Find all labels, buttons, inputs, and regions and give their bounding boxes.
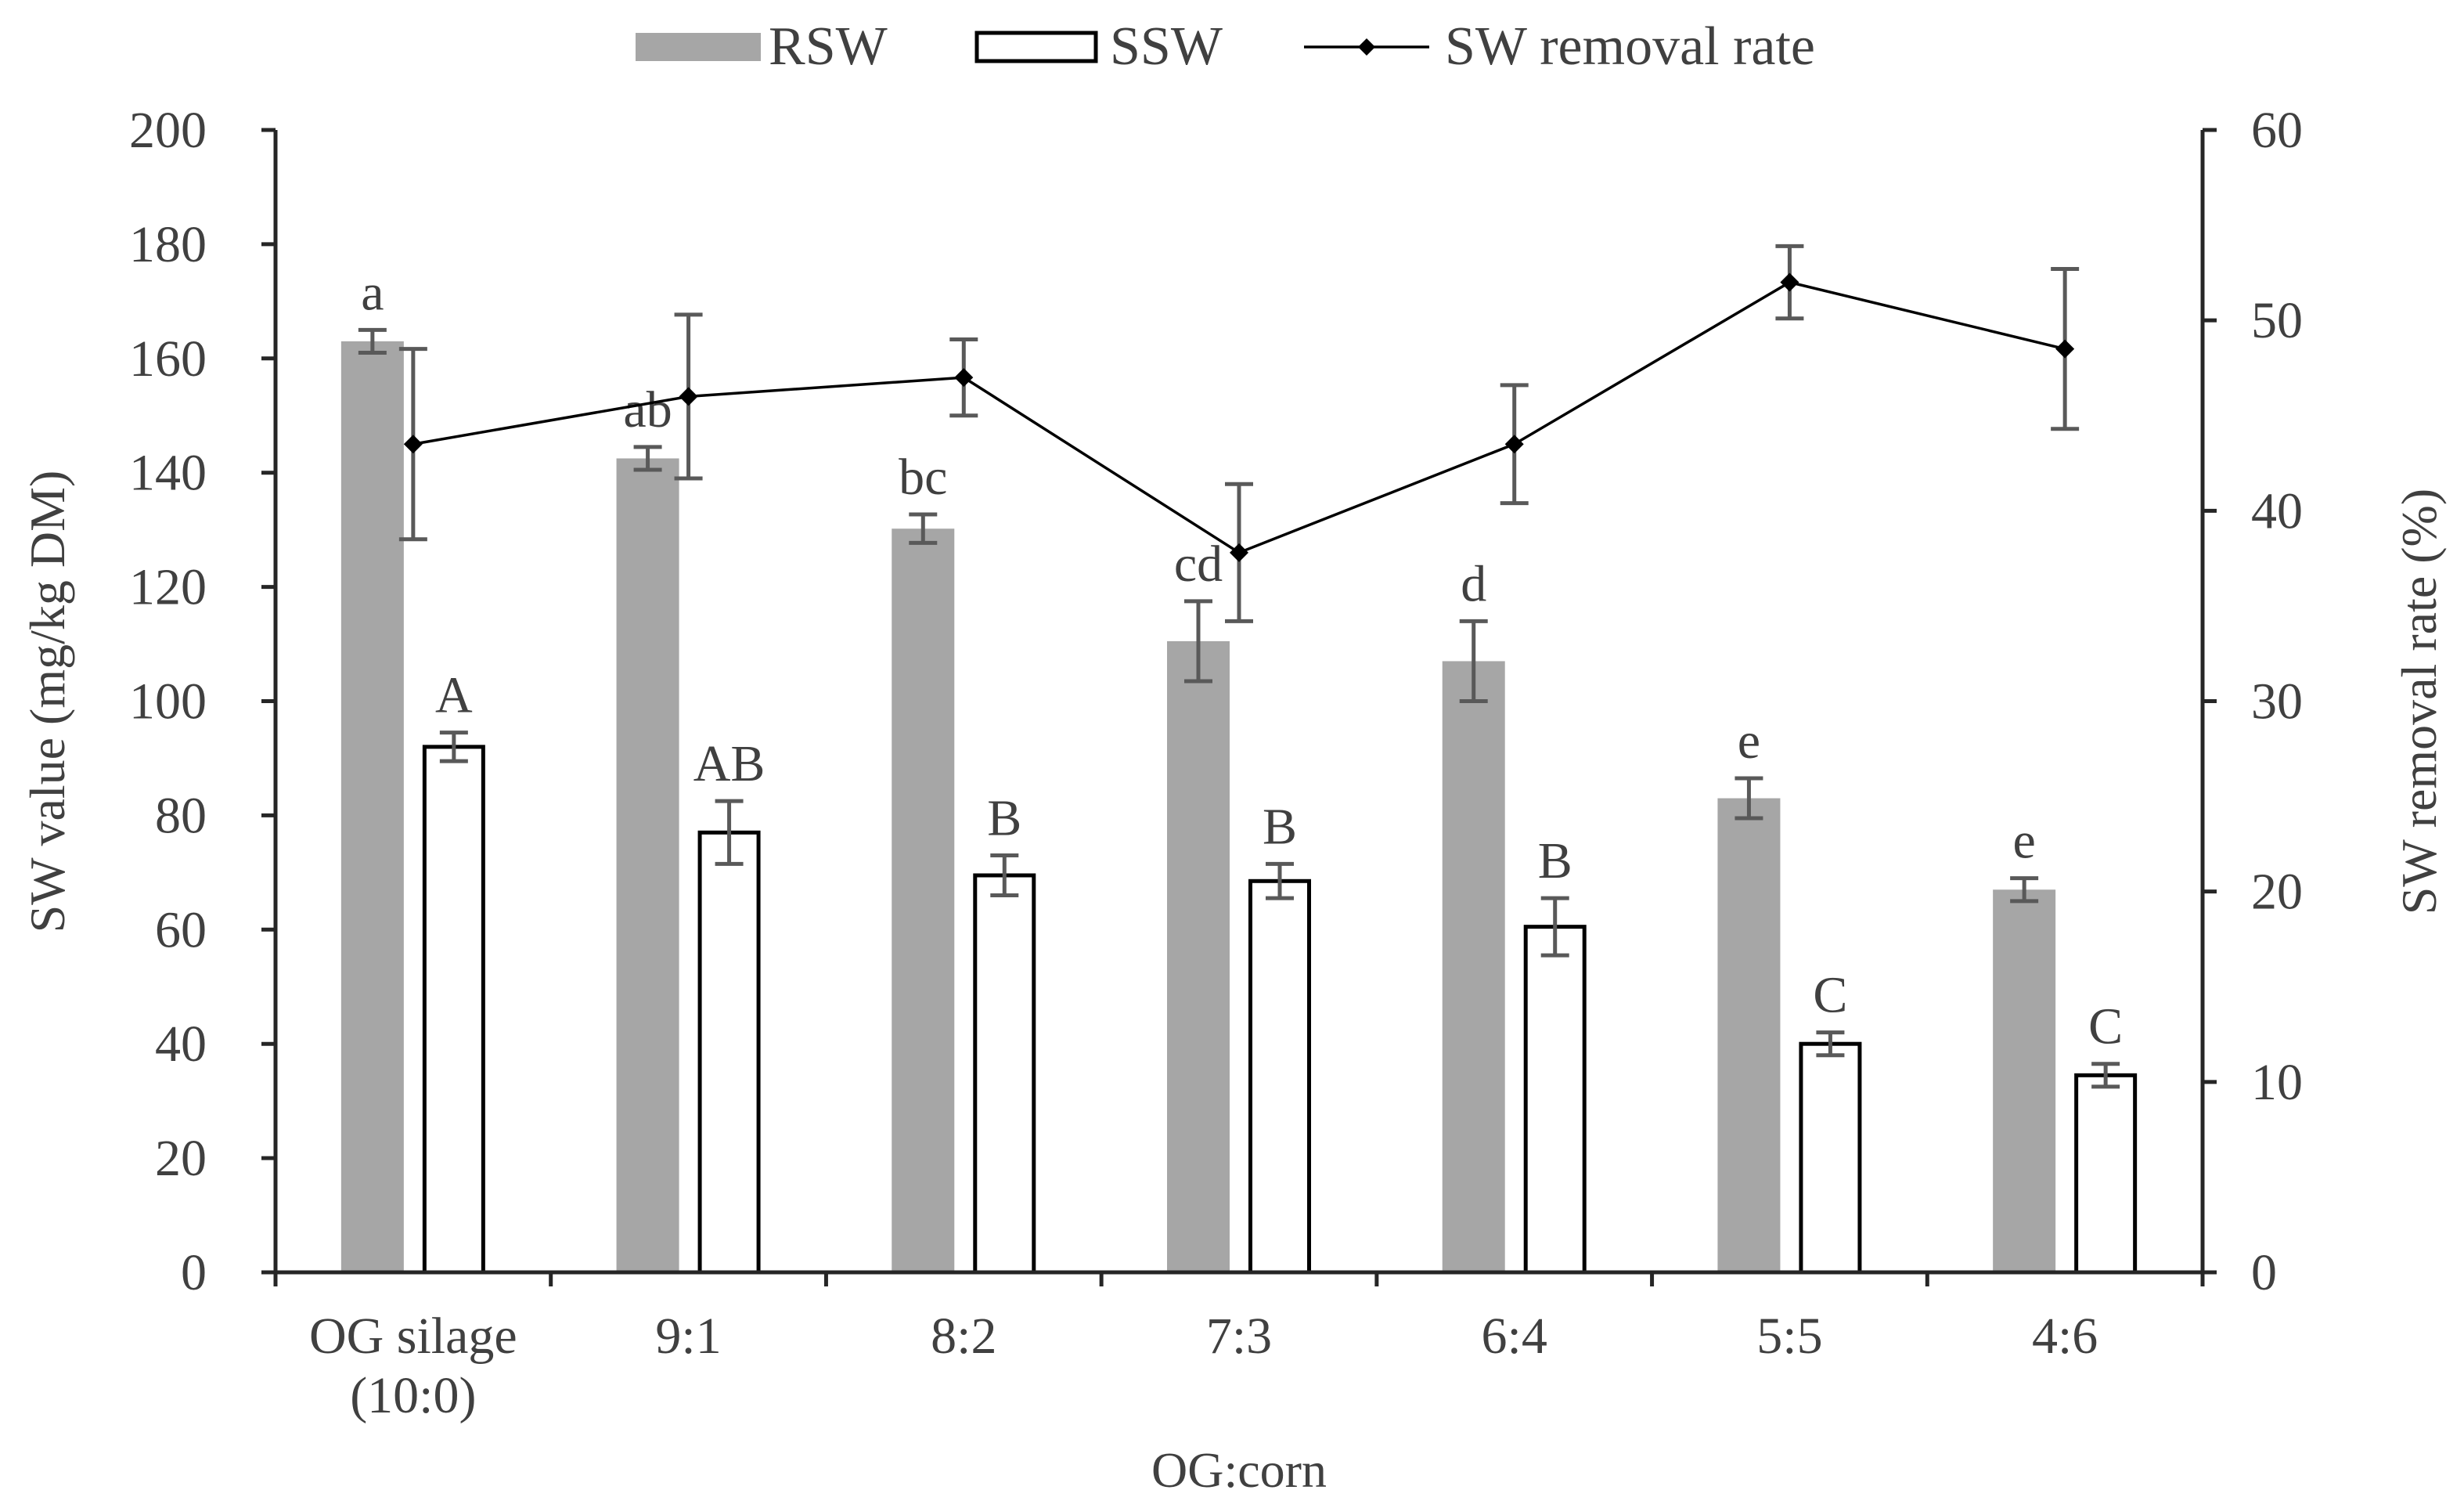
rate-point-6 [2055, 339, 2075, 359]
y-tick-label: 40 [155, 1016, 207, 1073]
y-tick-label: 180 [129, 216, 207, 273]
ssw-bar-6 [2074, 1073, 2138, 1275]
ssw-bar-2 [973, 873, 1036, 1275]
ssw-error-bar-1 [715, 799, 744, 866]
x-tick-label-line: 9:1 [655, 1308, 721, 1365]
ssw-error-bar-3 [1266, 861, 1294, 900]
x-tick-label-line: OG silage [309, 1308, 517, 1365]
rsw-letter-5: e [1738, 713, 1760, 770]
ssw-bar-3 [1248, 878, 1311, 1275]
rsw-error-bar-4 [1459, 619, 1488, 703]
y2-tick-label: 0 [2251, 1244, 2277, 1301]
rate-point-2 [954, 368, 974, 388]
x-tick-label-3: 7:3 [1206, 1308, 1272, 1365]
x-tick-label-line: 8:2 [931, 1308, 996, 1365]
y-tick-label: 140 [129, 445, 207, 502]
x-tick-label-line: 4:6 [2032, 1308, 2098, 1365]
rsw-bar-4 [1442, 661, 1505, 1272]
x-tick-label-1: 9:1 [655, 1308, 721, 1365]
ssw-bar-4 [1523, 925, 1587, 1275]
x-tick-label-line: (10:0) [350, 1367, 476, 1424]
ssw-letter-1: AB [693, 735, 765, 792]
rsw-error-bar-2 [909, 512, 938, 545]
legend-swatch-rsw [636, 33, 761, 61]
rsw-bar-3 [1167, 640, 1230, 1272]
y-axis-title: SW value (mg/kg DM) [20, 471, 75, 933]
bars-layer [340, 341, 2138, 1275]
ssw-letter-3: B [1263, 798, 1297, 855]
rsw-letter-0: a [361, 264, 384, 321]
rate-point-1 [679, 387, 698, 406]
ssw-error-bar-5 [1816, 1030, 1845, 1058]
legend: RSW SSW SW removal rate [636, 16, 1815, 77]
ssw-letter-5: C [1813, 967, 1847, 1024]
y2-tick-label: 40 [2251, 482, 2303, 539]
legend-label-rsw: RSW [769, 16, 888, 77]
ssw-bar-0 [422, 745, 485, 1275]
rate-point-3 [1230, 543, 1248, 562]
x-tick-label-5: 5:5 [1756, 1308, 1822, 1365]
x-tick-label-line: 7:3 [1206, 1308, 1272, 1365]
y-tick-label: 160 [129, 330, 207, 388]
rsw-bar-2 [892, 529, 955, 1272]
legend-label-ssw: SSW [1110, 16, 1223, 77]
x-tick-label-2: 8:2 [931, 1308, 996, 1365]
ssw-letter-6: C [2088, 998, 2123, 1055]
x-tick-label-line: 6:4 [1482, 1308, 1547, 1365]
rate-point-0 [403, 435, 423, 454]
ssw-letter-2: B [987, 789, 1021, 846]
rsw-bar-0 [340, 341, 404, 1272]
ssw-error-bar-2 [990, 853, 1019, 898]
x-tick-label-4: 6:4 [1482, 1308, 1547, 1365]
ssw-bar-5 [1799, 1041, 1862, 1275]
rsw-error-bar-5 [1735, 776, 1763, 821]
rsw-letter-3: cd [1174, 536, 1223, 593]
removal-rate-layer [398, 244, 2080, 623]
rsw-error-bar-3 [1184, 599, 1212, 684]
rsw-letter-2: bc [899, 449, 947, 506]
ticks-layer: OG silage (10:0) 9:1 8:2 7:3 6:4 5:5 4:6 0 20 40 60… [129, 102, 2303, 1424]
ssw-bar-1 [697, 830, 761, 1275]
rsw-letter-1: ab [623, 381, 672, 438]
rsw-error-bar-1 [633, 445, 662, 472]
ssw-error-bar-6 [2091, 1062, 2120, 1089]
rsw-error-bar-6 [2010, 876, 2039, 904]
y2-tick-label: 50 [2251, 292, 2303, 349]
rsw-bar-6 [1993, 889, 2056, 1272]
y-tick-label: 100 [129, 673, 207, 731]
y2-tick-label: 60 [2251, 102, 2303, 159]
y2-tick-label: 30 [2251, 673, 2303, 731]
rsw-letter-4: d [1461, 555, 1486, 612]
x-tick-label-0: OG silage (10:0) [309, 1308, 517, 1424]
significance-letters-layer: a Aab AB bc Bcd Bd Be Ce C [361, 264, 2123, 1055]
legend-swatch-ssw [974, 31, 1098, 63]
ssw-letter-0: A [435, 667, 473, 724]
rsw-error-bar-0 [358, 327, 387, 355]
axes [273, 130, 2205, 1275]
rsw-letter-6: e [2012, 813, 2035, 870]
y-tick-label: 0 [181, 1244, 207, 1301]
rsw-bar-5 [1717, 798, 1781, 1272]
y-tick-label: 20 [155, 1130, 207, 1187]
legend-marker-rate [1358, 38, 1375, 56]
legend-label-rate: SW removal rate [1445, 16, 1815, 77]
ssw-error-bar-0 [439, 731, 468, 763]
rate-point-4 [1504, 435, 1524, 454]
x-axis-title: OG:corn [1151, 1442, 1327, 1498]
ssw-letter-4: B [1538, 832, 1572, 889]
y-tick-label: 200 [129, 102, 207, 159]
y2-axis-title: SW removal rate (%) [2391, 489, 2447, 915]
y2-tick-label: 10 [2251, 1054, 2303, 1111]
y-tick-label: 60 [155, 901, 207, 958]
ssw-error-bar-4 [1540, 896, 1569, 958]
error-bars-layer [358, 327, 2120, 1089]
y-tick-label: 120 [129, 559, 207, 616]
x-tick-label-line: 5:5 [1756, 1308, 1822, 1365]
x-tick-label-6: 4:6 [2032, 1308, 2098, 1365]
y-tick-label: 80 [155, 787, 207, 844]
rate-point-5 [1780, 272, 1799, 292]
y2-tick-label: 20 [2251, 864, 2303, 921]
rsw-bar-1 [616, 458, 679, 1272]
